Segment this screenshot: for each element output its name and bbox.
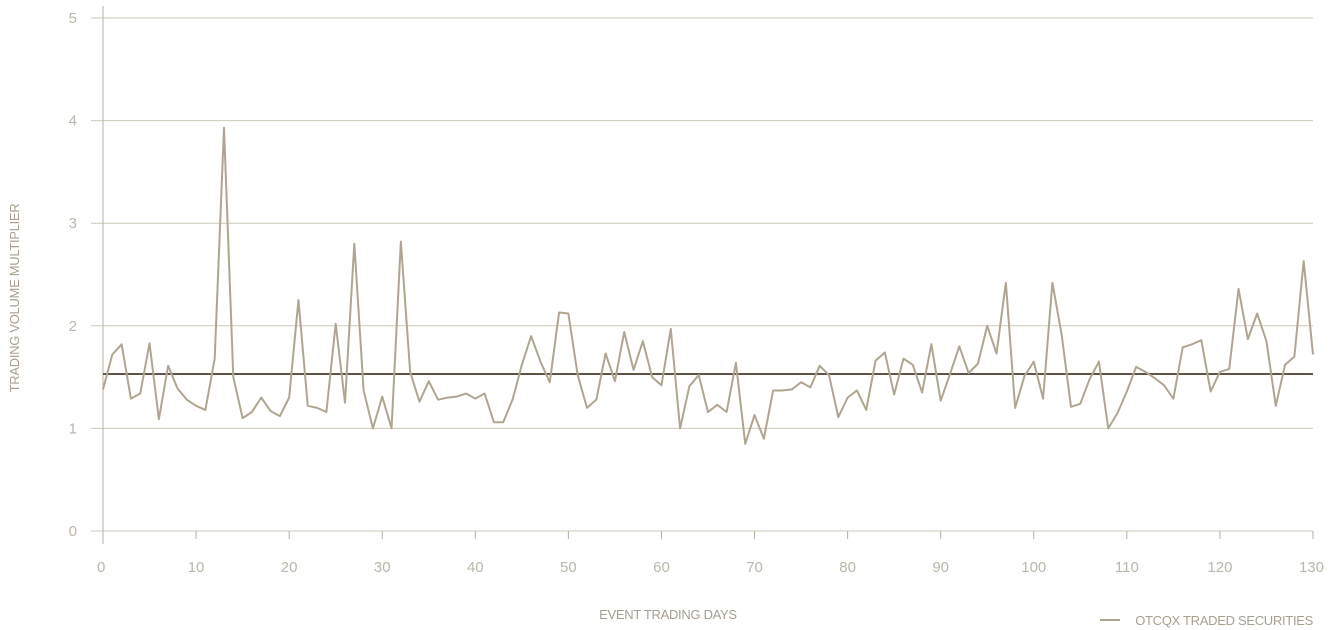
x-tick-label: 40 — [467, 559, 484, 576]
y-tick-labels: 0 1 2 3 4 5 — [69, 10, 77, 540]
y-tick-label: 1 — [69, 420, 77, 437]
x-tick-label: 80 — [839, 559, 856, 576]
series-line-otcqx — [102, 126, 1314, 445]
x-tick-label: 10 — [188, 559, 205, 576]
y-tick-label: 5 — [69, 10, 77, 27]
x-tick-label: 50 — [560, 559, 577, 576]
legend: OTCQX TRADED SECURITIES — [1100, 613, 1314, 628]
x-tick-label: 30 — [374, 559, 391, 576]
x-tick-label: 100 — [1021, 559, 1046, 576]
y-tick-label: 2 — [69, 318, 77, 335]
y-tick-label: 4 — [69, 113, 77, 130]
grid-lines — [91, 17, 1313, 532]
x-tick-label: 90 — [932, 559, 949, 576]
y-tick-label: 3 — [69, 215, 77, 232]
y-tick-label: 0 — [69, 523, 77, 540]
legend-label: OTCQX TRADED SECURITIES — [1135, 613, 1313, 628]
data-points — [102, 127, 1314, 445]
x-tick-label: 130 — [1299, 559, 1324, 576]
y-axis-title: TRADING VOLUME MULTIPLIER — [7, 204, 22, 393]
x-tick-label: 110 — [1115, 559, 1139, 576]
x-tick-labels: 0 10 20 30 40 50 60 70 80 90 100 110 120 130 — [97, 559, 1324, 576]
x-tick-label: 20 — [281, 559, 298, 576]
x-tick-label: 0 — [97, 559, 105, 576]
axes — [102, 6, 1314, 544]
x-tick-label: 120 — [1207, 559, 1232, 576]
x-tick-label: 60 — [653, 559, 670, 576]
x-tick-label: 70 — [746, 559, 763, 576]
x-axis-title: EVENT TRADING DAYS — [599, 607, 737, 622]
